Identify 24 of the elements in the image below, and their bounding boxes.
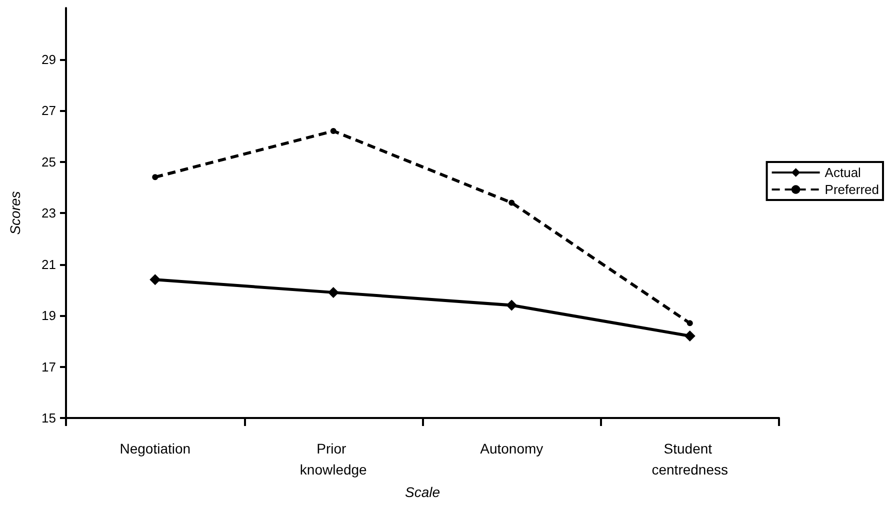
x-tick-label: Negotiation	[120, 440, 191, 456]
y-tick-label: 27	[42, 103, 56, 118]
point	[328, 286, 339, 298]
y-tick-label: 19	[42, 308, 56, 323]
point	[686, 320, 693, 326]
point	[684, 330, 696, 342]
point	[506, 300, 518, 311]
point	[330, 128, 336, 134]
x-tick-label: Prior knowledge	[300, 440, 368, 478]
x-axis-title: Scale	[404, 484, 440, 500]
y-axis-title: Scores	[7, 191, 23, 235]
point	[508, 200, 515, 206]
y-tick-label: 23	[42, 206, 56, 220]
y-tick-label: 25	[42, 154, 56, 170]
legend-label: Actual	[824, 165, 862, 180]
y-tick-label: 21	[42, 256, 56, 272]
y-tick-label: 29	[42, 52, 56, 67]
x-tick-label: Autonomy	[480, 440, 544, 456]
x-tick-label: Student centredness	[652, 440, 728, 478]
y-tick-label: 15	[42, 410, 56, 426]
point	[150, 274, 161, 286]
legend-label: Preferred	[824, 182, 880, 197]
y-tick-label: 17	[42, 359, 56, 374]
point	[152, 174, 158, 180]
